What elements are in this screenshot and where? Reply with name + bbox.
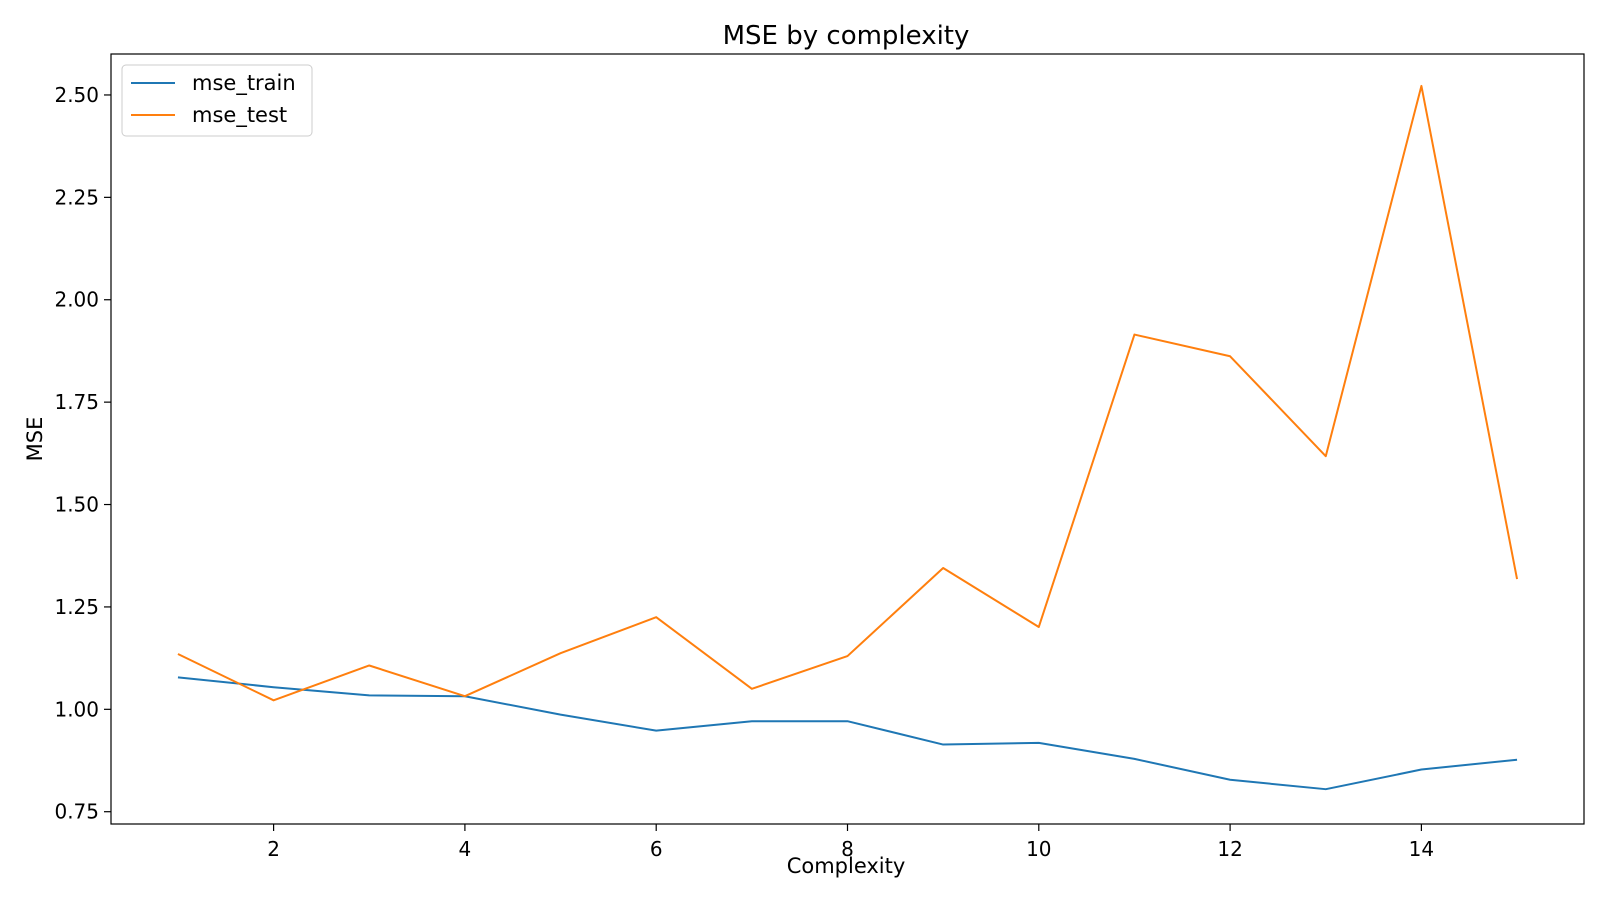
x-axis: 2 4 6 8 10 12 14 (267, 824, 1434, 861)
chart-title: MSE by complexity (723, 21, 970, 51)
plot-area (177, 84, 1519, 791)
x-tick-label: 2 (267, 837, 280, 861)
series-line-mse_train (177, 676, 1518, 791)
y-axis-label: MSE (23, 417, 47, 462)
x-tick-label: 4 (459, 837, 472, 861)
y-tick-label: 1.25 (54, 595, 99, 619)
series-line-mse_test (177, 84, 1519, 702)
y-tick-label: 1.00 (54, 697, 99, 721)
y-tick-label: 1.50 (54, 493, 99, 517)
y-tick-label: 1.75 (54, 390, 99, 414)
y-tick-label: 2.50 (54, 83, 99, 107)
legend-label-mse_test: mse_test (192, 103, 287, 128)
y-tick-label: 2.25 (54, 185, 99, 209)
legend-label-mse_train: mse_train (192, 71, 296, 96)
x-tick-label: 8 (841, 837, 854, 861)
x-tick-label: 12 (1217, 837, 1242, 861)
plot-frame (110, 53, 1585, 825)
y-axis: 0.75 1.00 1.25 1.50 1.75 2.00 2.25 2.50 (54, 83, 111, 824)
x-tick-label: 14 (1409, 837, 1434, 861)
y-tick-label: 2.00 (54, 288, 99, 312)
legend: mse_train mse_test (121, 64, 313, 137)
x-tick-label: 10 (1026, 837, 1051, 861)
x-axis-label: Complexity (787, 854, 906, 878)
x-tick-label: 6 (650, 837, 663, 861)
y-tick-label: 0.75 (54, 800, 99, 824)
